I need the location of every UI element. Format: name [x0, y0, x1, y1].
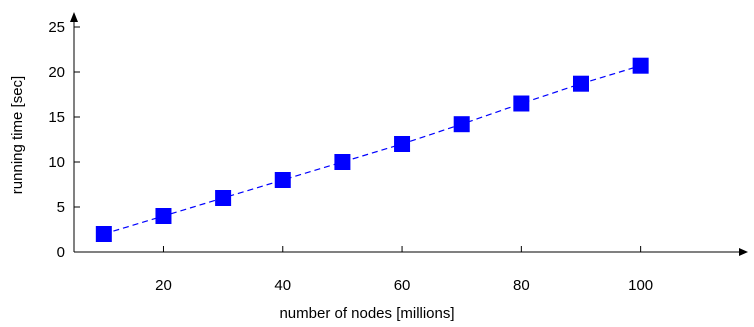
- x-tick-label: 80: [513, 277, 530, 294]
- y-tick-label: 20: [48, 64, 65, 81]
- x-axis-label: number of nodes [millions]: [279, 305, 454, 322]
- tick-group: 0 5 10 15 20 25 20 40 60 80 100: [48, 19, 653, 294]
- plot-area: [95, 57, 649, 242]
- x-tick-label: 20: [155, 277, 172, 294]
- data-point-marker: [394, 136, 411, 152]
- data-point-marker: [215, 190, 232, 206]
- data-point-marker: [513, 95, 530, 112]
- y-tick-label: 0: [57, 244, 65, 261]
- y-tick-label: 5: [57, 199, 65, 216]
- series-line: [103, 65, 641, 235]
- data-point-marker: [334, 154, 351, 170]
- y-tick-label: 15: [48, 109, 65, 126]
- data-point-marker: [632, 57, 649, 74]
- data-point-marker: [95, 226, 112, 242]
- x-tick-label: 40: [274, 277, 291, 294]
- data-point-marker: [274, 172, 291, 188]
- y-axis-arrowhead: [70, 12, 78, 22]
- axes: [70, 12, 748, 256]
- data-point-marker: [155, 208, 172, 224]
- x-tick-label: 100: [628, 277, 653, 294]
- y-tick-label: 10: [48, 154, 65, 171]
- x-tick-label: 60: [394, 277, 411, 294]
- y-tick-label: 25: [48, 19, 65, 36]
- x-axis-arrowhead: [739, 248, 748, 256]
- y-axis-label: running time [sec]: [9, 76, 26, 194]
- data-point-marker: [453, 116, 470, 133]
- data-point-marker: [572, 75, 589, 92]
